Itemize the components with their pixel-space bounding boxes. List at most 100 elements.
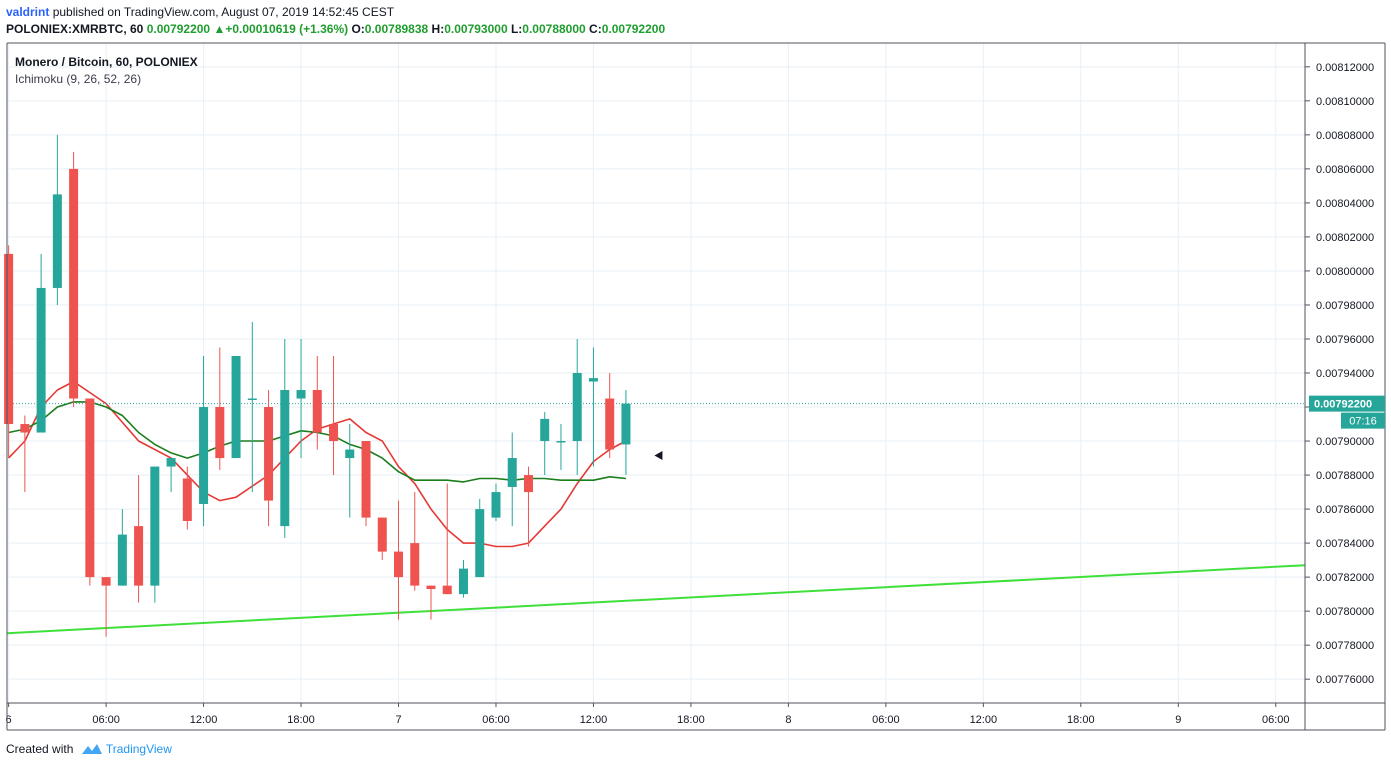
y-tick-label: 0.00780000 <box>1316 606 1374 618</box>
candle-body <box>394 551 404 578</box>
y-tick-label: 0.00794000 <box>1316 368 1374 380</box>
x-tick-label: 9 <box>1175 714 1181 726</box>
candle <box>329 355 339 476</box>
candle-body <box>36 287 46 433</box>
candle <box>540 412 550 476</box>
candle <box>101 577 111 637</box>
y-tick-label: 0.00812000 <box>1316 62 1374 74</box>
y-tick-label: 0.00786000 <box>1316 504 1374 516</box>
published-text: published on TradingView.com, August 07,… <box>52 5 395 19</box>
y-tick-label: 0.00778000 <box>1316 640 1374 652</box>
candle <box>280 338 290 538</box>
tradingview-logo-icon <box>81 744 102 754</box>
candle <box>199 355 209 527</box>
candle <box>410 492 420 591</box>
x-tick-label: 06:00 <box>92 714 120 726</box>
candle <box>4 245 14 459</box>
chart-grid <box>7 43 1305 703</box>
candle <box>296 338 306 459</box>
candle <box>507 432 517 527</box>
candle-body <box>523 475 533 493</box>
candle-body <box>101 577 111 586</box>
candle-body <box>572 373 582 442</box>
candle <box>150 466 160 603</box>
axes-layer: 0.00812000 0.00810000 0.00808000 0.00806000… <box>6 42 1386 731</box>
x-tick-label: 6 <box>6 714 12 726</box>
candle <box>426 585 436 620</box>
candle <box>394 500 404 620</box>
candle <box>605 373 615 459</box>
y-tick-label: 0.00790000 <box>1316 436 1374 448</box>
x-tick-label: 7 <box>395 714 401 726</box>
footer-brand[interactable]: TradingView <box>105 742 172 756</box>
candle-body <box>231 355 241 459</box>
candle <box>588 347 598 467</box>
candle <box>556 424 566 470</box>
candle-body <box>69 168 79 399</box>
candle <box>247 321 257 493</box>
y-tick-label: 0.00800000 <box>1316 266 1374 278</box>
y-tick-label: 0.00788000 <box>1316 470 1374 482</box>
candle-body <box>475 509 485 578</box>
candle <box>345 424 355 518</box>
cursor-arrow-icon <box>654 451 663 460</box>
candle-body <box>458 568 468 595</box>
x-tick-label: 18:00 <box>677 714 705 726</box>
high-value: 0.00793000 <box>444 22 508 36</box>
y-tick-label: 0.00802000 <box>1316 232 1374 244</box>
candle-body <box>182 478 192 521</box>
candle-body <box>345 449 355 459</box>
candle-body <box>329 424 339 442</box>
close-label: C: <box>589 22 602 36</box>
support-trendline <box>6 564 1306 635</box>
candle <box>442 483 452 595</box>
publish-line: valdrint published on TradingView.com, A… <box>6 5 394 19</box>
candle-body <box>442 585 452 595</box>
x-tick-label: 06:00 <box>482 714 510 726</box>
trendline-layer <box>6 564 1306 635</box>
x-tick-label: 12:00 <box>970 714 998 726</box>
candle-body <box>296 390 306 399</box>
candle <box>523 466 533 547</box>
candle <box>475 498 485 578</box>
candle <box>312 355 322 450</box>
x-tick-label: 06:00 <box>872 714 900 726</box>
candle <box>491 483 501 521</box>
candle-body <box>20 424 30 433</box>
y-tick-label: 0.00810000 <box>1316 96 1374 108</box>
y-tick-label: 0.00798000 <box>1316 300 1374 312</box>
candle <box>52 134 62 305</box>
candle <box>377 517 387 561</box>
candle-body <box>247 398 257 401</box>
candle-body <box>199 407 209 504</box>
y-tick-label: 0.00808000 <box>1316 130 1374 142</box>
candle <box>69 151 79 408</box>
countdown-label: 07:16 <box>1349 416 1377 428</box>
last-price-tag <box>1309 395 1385 412</box>
candle-body <box>588 378 598 382</box>
candle-body <box>150 466 160 586</box>
y-tick-label: 0.00804000 <box>1316 198 1374 210</box>
author-name[interactable]: valdrint <box>6 5 50 19</box>
x-tick-label: 12:00 <box>190 714 218 726</box>
last-price: 0.00792200 <box>146 22 211 36</box>
candle-body <box>166 458 176 467</box>
candle <box>36 253 46 433</box>
x-tick-label: 12:00 <box>580 714 608 726</box>
candle <box>215 347 225 470</box>
candle-body <box>361 441 371 518</box>
y-tick-label: 0.00806000 <box>1316 164 1374 176</box>
candle-body <box>377 517 387 552</box>
candle-body <box>134 526 144 586</box>
candle <box>20 415 30 493</box>
low-value: 0.00788000 <box>522 22 586 36</box>
candle <box>134 475 144 603</box>
legend-title: Monero / Bitcoin, 60, POLONIEX <box>15 55 198 69</box>
candle-body <box>4 253 14 425</box>
candle-body <box>52 194 62 288</box>
candle <box>264 390 274 527</box>
up-arrow-icon: ▲ <box>213 22 226 36</box>
y-tick-label: 0.00796000 <box>1316 334 1374 346</box>
legend-indicator[interactable]: Ichimoku (9, 26, 52, 26) <box>15 72 142 86</box>
